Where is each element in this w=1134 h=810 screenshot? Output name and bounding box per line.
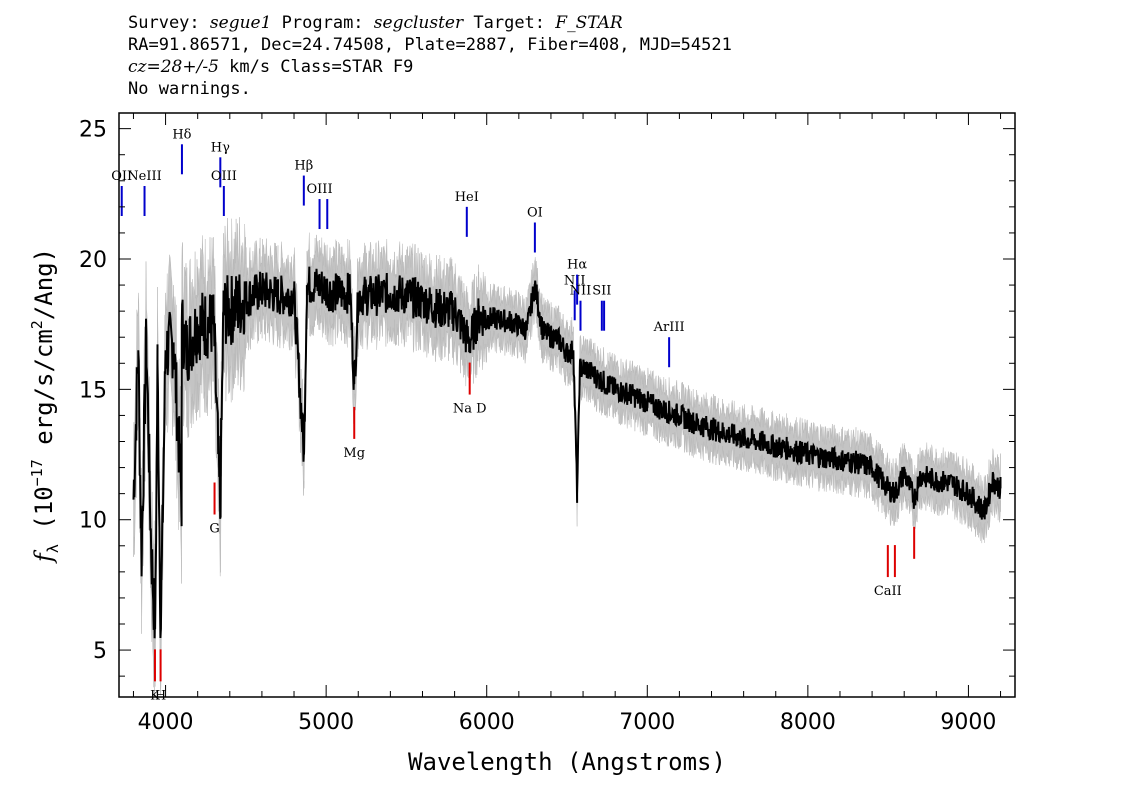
emission-label: Hδ [172, 127, 191, 142]
emission-label: NeIII [127, 169, 161, 184]
absorption-label: CaII [874, 584, 902, 599]
y-tick-label: 10 [79, 509, 107, 534]
x-tick-label: 9000 [940, 710, 996, 735]
emission-label: NII [564, 273, 586, 288]
x-tick-label: 5000 [298, 710, 354, 735]
header-line-1: Survey: segue1 Program: segcluster Targe… [128, 13, 623, 33]
absorption-label: K [150, 688, 160, 703]
y-tick-label: 25 [79, 118, 107, 143]
y-axis-title-end: /Ang) [30, 248, 58, 320]
spectrum-header: Survey: segue1 Program: segcluster Targe… [128, 12, 732, 100]
plot-frame [118, 112, 1016, 698]
emission-label: OII [111, 169, 132, 184]
x-tick-label: 6000 [459, 710, 515, 735]
emission-label: HeI [455, 190, 479, 205]
header-line-4: No warnings. [128, 79, 251, 99]
axis-ticks: 4000 5000 6000 7000 8000 9000 5 10 15 20 25 [79, 113, 1015, 735]
emission-label: Hγ [211, 140, 230, 155]
flux-series [132, 266, 1002, 639]
y-tick-label: 5 [93, 639, 107, 664]
absorption-label: G [209, 522, 219, 537]
emission-label: Hα [567, 258, 587, 273]
y-tick-label: 15 [79, 378, 107, 403]
x-tick-label: 8000 [780, 710, 836, 735]
y-axis-title-exponent: −17 [28, 459, 46, 486]
emission-label: OIII [307, 182, 333, 197]
x-tick-label: 7000 [619, 710, 675, 735]
absorption-label: Na D [453, 402, 487, 417]
emission-label: NII [570, 284, 592, 299]
absorption-label: Mg [343, 446, 365, 461]
y-axis-title-units: erg/s/cm [30, 329, 58, 459]
flux-line [132, 266, 1002, 639]
x-axis-title: Wavelength (Angstroms) [408, 748, 726, 776]
y-axis-title-mid: (10 [30, 486, 58, 544]
emission-label: ArIII [653, 320, 685, 335]
emission-label: OI [527, 206, 543, 221]
header-line-2: RA=91.86571, Dec=24.74508, Plate=2887, F… [128, 35, 732, 55]
y-tick-label: 20 [79, 248, 107, 273]
y-axis-title-square: 2 [28, 320, 46, 329]
y-axis-title-lambda: λ [44, 544, 62, 553]
header-line-3: cz=28+/-5 km/s Class=STAR F9 [128, 57, 414, 77]
y-axis-title: fλ (10−17 erg/s/cm2/Ang) [28, 248, 62, 564]
x-tick-label: 4000 [138, 710, 194, 735]
emission-label: Hβ [294, 159, 313, 174]
emission-label: SII [592, 284, 611, 299]
emission-label: OIII [211, 169, 237, 184]
absorption-label: H [155, 688, 166, 703]
